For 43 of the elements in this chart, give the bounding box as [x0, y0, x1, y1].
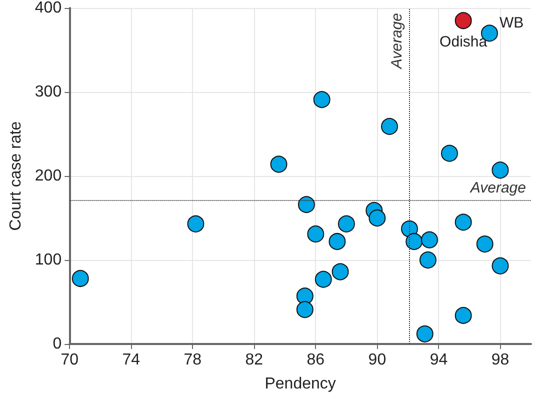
- x-tick-label: 74: [122, 352, 140, 368]
- point: [296, 301, 314, 318]
- y-tick-label: 0: [52, 336, 62, 352]
- point: [454, 214, 472, 231]
- point: [381, 118, 398, 135]
- point: [419, 252, 436, 268]
- annotation: Odisha: [440, 34, 488, 51]
- point: [492, 257, 509, 274]
- y-tick-label: 200: [34, 168, 62, 184]
- x-tick-label: 90: [368, 352, 386, 368]
- x-tick-label: 94: [430, 352, 448, 368]
- x-axis-title: Pendency: [264, 376, 336, 392]
- ref-line-label: Average: [388, 13, 406, 70]
- annotation: WB: [499, 14, 524, 32]
- y-tick-label: 300: [34, 84, 62, 100]
- point: [406, 233, 423, 250]
- point: [454, 12, 472, 30]
- point: [328, 233, 346, 250]
- point: [72, 270, 89, 287]
- x-tick-label: 78: [184, 352, 202, 368]
- point: [338, 215, 355, 232]
- point: [313, 91, 330, 108]
- point: [416, 325, 434, 342]
- x-tick-label: 86: [306, 352, 325, 368]
- ref-line-label: Average: [469, 179, 526, 196]
- point: [368, 210, 386, 226]
- point: [421, 231, 438, 248]
- y-tick-label: 100: [34, 252, 62, 268]
- point: [454, 306, 472, 324]
- x-tick-label: 82: [245, 352, 264, 368]
- point: [476, 236, 494, 253]
- point: [298, 196, 315, 214]
- x-tick-label: 70: [60, 352, 79, 368]
- point: [441, 144, 458, 162]
- x-tick-label: 98: [491, 352, 510, 368]
- point: [492, 162, 509, 179]
- point: [307, 225, 324, 242]
- point: [314, 270, 332, 288]
- y-axis-title: Court case rate: [8, 121, 24, 231]
- point: [270, 156, 288, 173]
- y-tick-label: 400: [34, 0, 62, 16]
- point: [187, 215, 204, 232]
- point: [332, 263, 349, 280]
